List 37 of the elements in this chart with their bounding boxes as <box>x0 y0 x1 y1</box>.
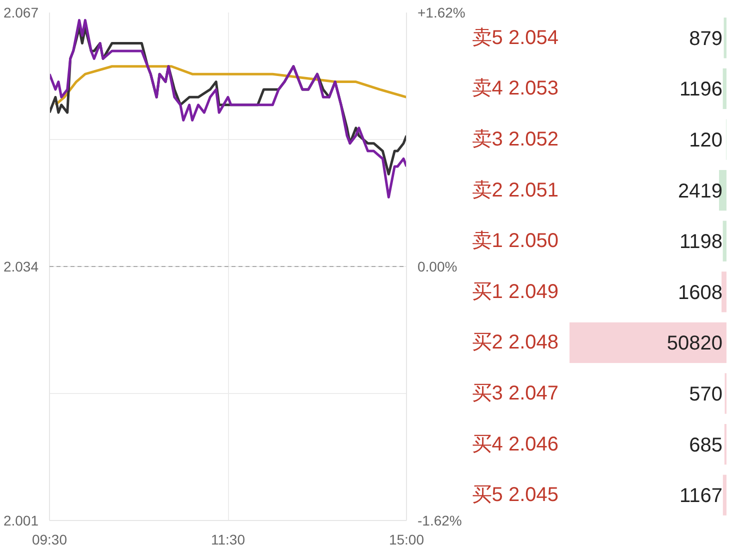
data-label: 879 <box>689 28 723 50</box>
y2-tick-label: +1.62% <box>418 4 466 20</box>
data-label: 120 <box>689 130 723 152</box>
bar <box>722 474 726 516</box>
y-tick-label: 卖3 2.052 <box>472 128 559 150</box>
data-label: 2419 <box>678 180 723 202</box>
y-tick-label: 卖5 2.054 <box>472 26 559 49</box>
y2-tick-label: -1.62% <box>418 512 462 528</box>
data-label: 1167 <box>679 485 723 508</box>
y-tick-label: 2.001 <box>3 512 39 528</box>
data-label: 1196 <box>679 78 723 101</box>
y-tick-label: 买4 2.046 <box>472 433 559 456</box>
y-tick-label: 卖4 2.053 <box>472 78 559 100</box>
data-label: 1198 <box>679 231 723 254</box>
x-tick-label: 11:30 <box>211 532 246 548</box>
y-tick-label: 买2 2.048 <box>472 332 559 354</box>
bar <box>722 220 726 262</box>
bar <box>570 322 726 364</box>
x-tick-label: 15:00 <box>388 532 424 548</box>
y-tick-label: 卖1 2.050 <box>472 230 559 252</box>
data-label: 1608 <box>678 282 723 304</box>
x-tick-label: 09:30 <box>32 532 68 548</box>
bar <box>722 272 726 312</box>
y-tick-label: 买1 2.049 <box>472 280 559 303</box>
data-label: 570 <box>689 384 723 406</box>
y-tick-label: 2.067 <box>3 4 39 20</box>
y-tick-label: 买5 2.045 <box>472 484 559 506</box>
line-series <box>54 65 406 106</box>
data-label: 685 <box>689 434 723 456</box>
y-tick-label: 2.034 <box>3 258 39 274</box>
y-tick-label: 买3 2.047 <box>472 382 559 404</box>
y2-tick-label: 0.00% <box>418 258 458 274</box>
line-series <box>50 18 406 198</box>
bar <box>724 18 726 58</box>
data-label: 50820 <box>666 332 723 355</box>
bar <box>722 68 726 110</box>
y-tick-label: 卖2 2.051 <box>472 179 559 202</box>
